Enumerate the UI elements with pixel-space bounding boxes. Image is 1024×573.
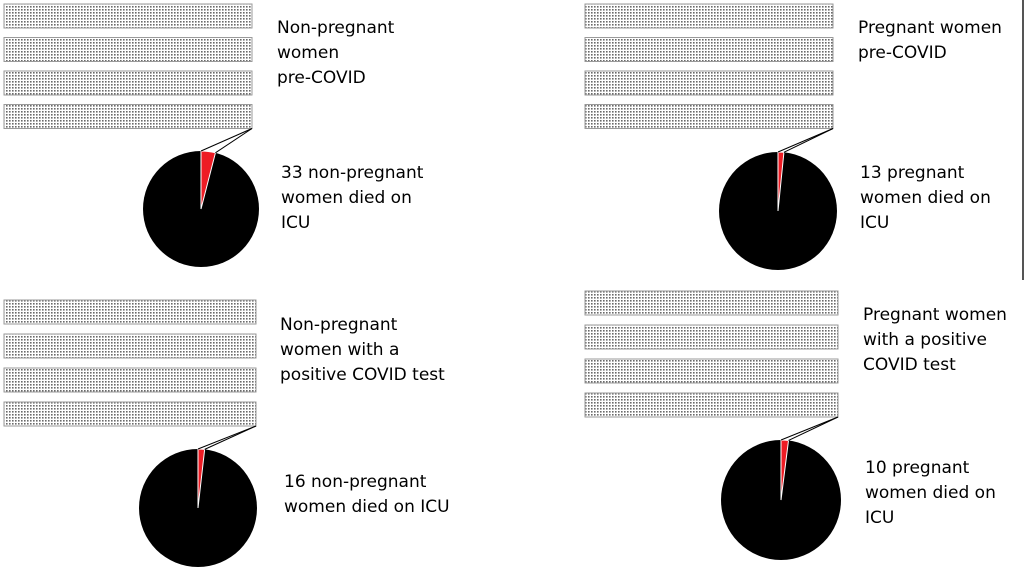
group-label-line: Pregnant women — [858, 18, 1002, 38]
caption: 16 non-pregnant women died on ICU — [284, 472, 450, 517]
panel-4: Pregnant women with a positive COVID test 1… — [584, 290, 1007, 560]
dotted-bar — [584, 290, 839, 316]
group-label-line: pre-COVID — [277, 68, 366, 88]
connector-line — [200, 128, 253, 152]
dotted-bar — [3, 333, 257, 359]
dotted-bar — [3, 367, 257, 393]
dotted-bar — [3, 37, 253, 62]
group-label-line: pre-COVID — [858, 43, 947, 63]
dotted-bar — [584, 392, 839, 418]
caption: 13 pregnant women died on ICU — [860, 163, 991, 233]
panel-3: Non-pregnant women with a positive COVID t… — [3, 299, 450, 567]
caption-line: women died on — [281, 188, 412, 208]
caption-line: 16 non-pregnant — [284, 472, 427, 492]
group-label: Non-pregnant women pre-COVID — [277, 18, 395, 88]
dotted-bar — [584, 70, 834, 96]
caption-line: women died on ICU — [284, 497, 450, 517]
connector-line — [215, 128, 253, 154]
caption-line: 10 pregnant — [865, 458, 970, 478]
connector-line — [788, 416, 839, 441]
dotted-bar — [3, 299, 257, 325]
group-label-line: Non-pregnant — [280, 315, 398, 335]
dotted-bar — [584, 3, 834, 29]
dotted-bar — [584, 104, 834, 129]
connector-line — [197, 425, 257, 450]
dotted-bar — [3, 70, 253, 96]
group-label-line: COVID test — [863, 355, 956, 375]
group-label: Pregnant women pre-COVID — [858, 18, 1002, 63]
group-label-line: with a positive — [863, 330, 987, 350]
panel-2: Pregnant women pre-COVID 13 pregnant women … — [584, 3, 1002, 270]
caption: 10 pregnant women died on ICU — [865, 458, 996, 528]
right-edge-line — [1022, 0, 1024, 280]
panel-1: Non-pregnant women pre-COVID 33 non-pregnan… — [3, 3, 424, 267]
group-label-line: Pregnant women — [863, 305, 1007, 325]
group-label: Pregnant women with a positive COVID test — [863, 305, 1007, 375]
group-label-line: women — [277, 43, 339, 63]
group-label: Non-pregnant women with a positive COVID t… — [280, 315, 445, 385]
group-label-line: positive COVID test — [280, 365, 445, 385]
group-label-line: Non-pregnant — [277, 18, 395, 38]
caption-line: 13 pregnant — [860, 163, 965, 183]
caption-line: 33 non-pregnant — [281, 163, 424, 183]
connector-line — [783, 128, 834, 153]
caption-line: women died on — [860, 188, 991, 208]
caption-line: ICU — [860, 213, 889, 233]
group-label-line: women with a — [280, 340, 399, 360]
caption-line: women died on — [865, 483, 996, 503]
dotted-bar — [584, 37, 834, 62]
dotted-bar — [3, 401, 257, 427]
dotted-bar — [584, 358, 839, 384]
dotted-bar — [3, 104, 253, 129]
dotted-bar — [584, 324, 839, 350]
caption: 33 non-pregnant women died on ICU — [281, 163, 424, 233]
caption-line: ICU — [281, 213, 310, 233]
connector-line — [204, 425, 257, 450]
caption-line: ICU — [865, 508, 894, 528]
dotted-bar — [3, 3, 253, 29]
connector-line — [780, 416, 839, 441]
